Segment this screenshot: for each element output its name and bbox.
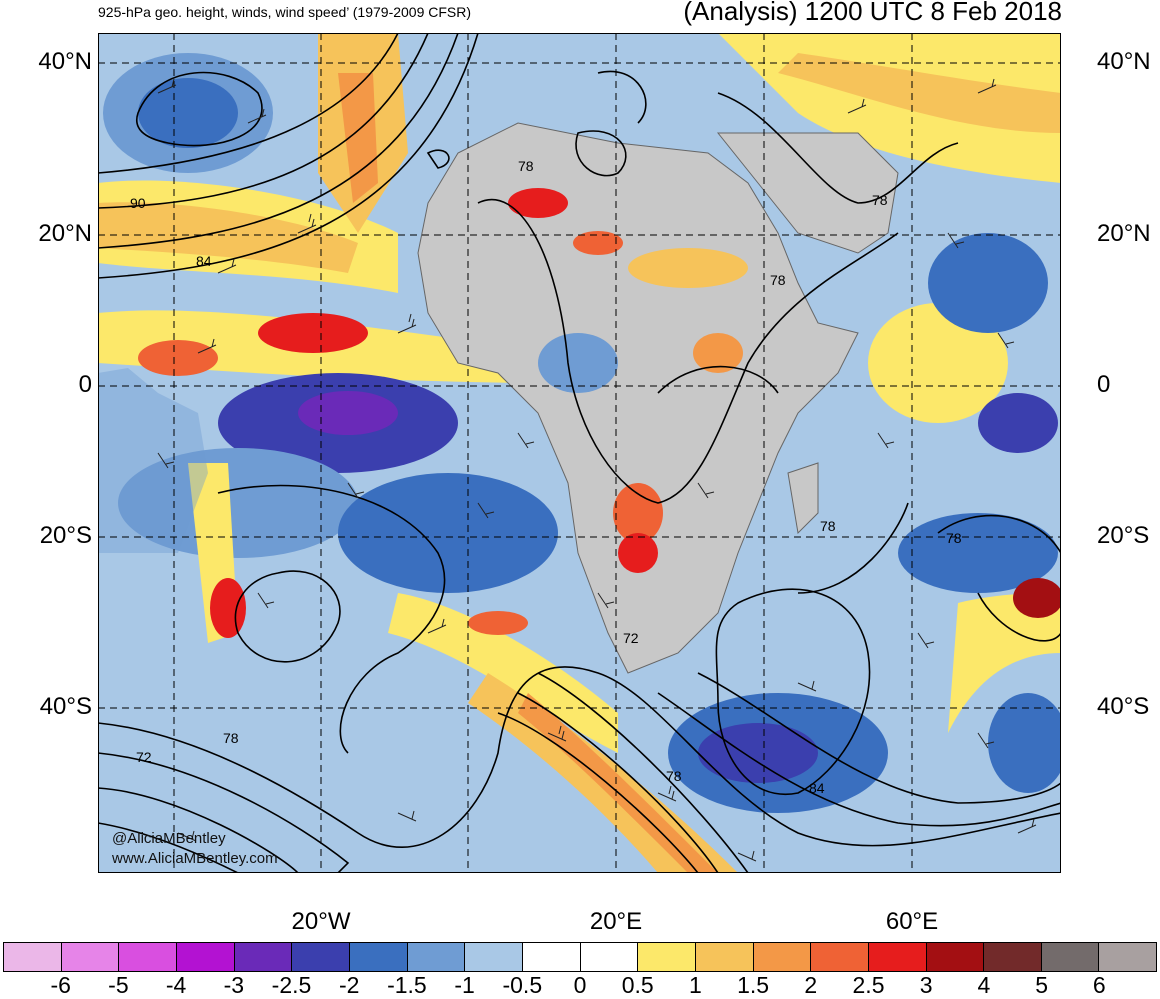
colorbar-swatch [753, 943, 812, 971]
colorbar-swatch [522, 943, 581, 971]
lat-label-right: 20°N [1097, 220, 1151, 247]
contour-label: 84 [196, 253, 212, 269]
colorbar-tick-label: 0 [573, 972, 587, 998]
colorbar-swatch [1099, 943, 1157, 971]
colorbar-tick-label: -3 [223, 972, 245, 998]
colorbar-swatch [580, 943, 639, 971]
contour-label: 78 [872, 192, 888, 208]
lat-label-right: 40°N [1097, 48, 1151, 75]
colorbar-tick-label: -1.5 [387, 972, 427, 998]
colorbar-tick-label: -1 [454, 972, 475, 998]
lat-label-left: 0 [78, 371, 92, 398]
lat-label-right: 40°S [1097, 693, 1150, 720]
colorbar-swatch [984, 943, 1042, 971]
height-contours [98, 33, 1061, 873]
graticule [98, 33, 1061, 873]
colorbar-swatch [234, 943, 293, 971]
land-anomaly-shading [508, 188, 748, 573]
contour-label: 78 [820, 518, 836, 534]
wind-barbs [157, 78, 1037, 862]
colorbar-swatch [868, 943, 927, 971]
colorbar-tick-label: -4 [165, 972, 187, 998]
colorbar-swatch [407, 943, 466, 971]
colorbar-tick-label: 0.5 [621, 972, 654, 998]
colorbar-swatch [349, 943, 408, 971]
lat-label-left: 40°N [38, 48, 92, 75]
colorbar-tick-label: -6 [50, 972, 71, 998]
colorbar-tick-label: -2 [338, 972, 360, 998]
colorbar-swatch [292, 943, 350, 971]
map-canvas: 90 84 78 78 78 78 78 78 72 72 78 84 [98, 33, 1061, 873]
colorbar-swatch [811, 943, 869, 971]
contour-label: 72 [623, 630, 639, 646]
lon-label: 20°E [589, 908, 643, 935]
colorbar-swatch [176, 943, 235, 971]
colorbar-swatch [1041, 943, 1100, 971]
lon-label: 20°W [291, 908, 351, 935]
contour-label: 72 [136, 749, 152, 765]
lat-label-left: 40°S [39, 693, 92, 720]
colorbar-tick-label: 2.5 [852, 972, 885, 998]
colorbar-swatch [61, 943, 120, 971]
colorbar-swatch [638, 943, 696, 971]
lon-label: 60°E [885, 908, 939, 935]
colorbar-swatch [695, 943, 754, 971]
colorbar-tick-label: 1 [688, 972, 702, 998]
colorbar-tick-label: -2.5 [271, 972, 312, 998]
map-subtitle: 925-hPa geo. height, winds, wind speed’ … [98, 4, 472, 20]
map-title: (Analysis) 1200 UTC 8 Feb 2018 [683, 0, 1062, 26]
contour-label: 84 [809, 780, 825, 796]
colorbar-tick-label: -0.5 [502, 972, 543, 998]
colorbar [3, 942, 1157, 972]
lat-label-left: 20°N [38, 220, 92, 247]
contour-label: 78 [518, 158, 534, 174]
map-panel: 90 84 78 78 78 78 78 78 72 72 78 84 [98, 33, 1061, 873]
colorbar-tick-label: 5 [1035, 972, 1048, 998]
colorbar-tick-label: 3 [919, 972, 933, 998]
colorbar-swatch [119, 943, 177, 971]
lat-label-right: 20°S [1097, 522, 1150, 549]
contour-label: 78 [223, 730, 239, 746]
colorbar-tick-label: 1.5 [737, 972, 770, 998]
contour-label: 78 [770, 272, 786, 288]
colorbar-swatch [465, 943, 523, 971]
contour-labels: 90 84 78 78 78 78 78 78 72 72 78 84 [130, 158, 962, 796]
contour-label: 90 [130, 195, 146, 211]
colorbar-swatch [4, 943, 62, 971]
contour-label: 78 [946, 530, 962, 546]
colorbar-swatch [926, 943, 985, 971]
credit-handle: @AliciaMBentley [112, 830, 226, 847]
colorbar-tick-label: -5 [108, 972, 129, 998]
contour-label: 78 [666, 768, 682, 784]
colorbar-tick-label: 4 [977, 972, 991, 998]
lat-label-right: 0 [1097, 371, 1111, 398]
colorbar-tick-label: 6 [1092, 972, 1106, 998]
colorbar-tick-label: 2 [804, 972, 818, 998]
credit-website: www.AliciaMBentley.com [112, 850, 278, 867]
lat-label-left: 20°S [39, 522, 92, 549]
